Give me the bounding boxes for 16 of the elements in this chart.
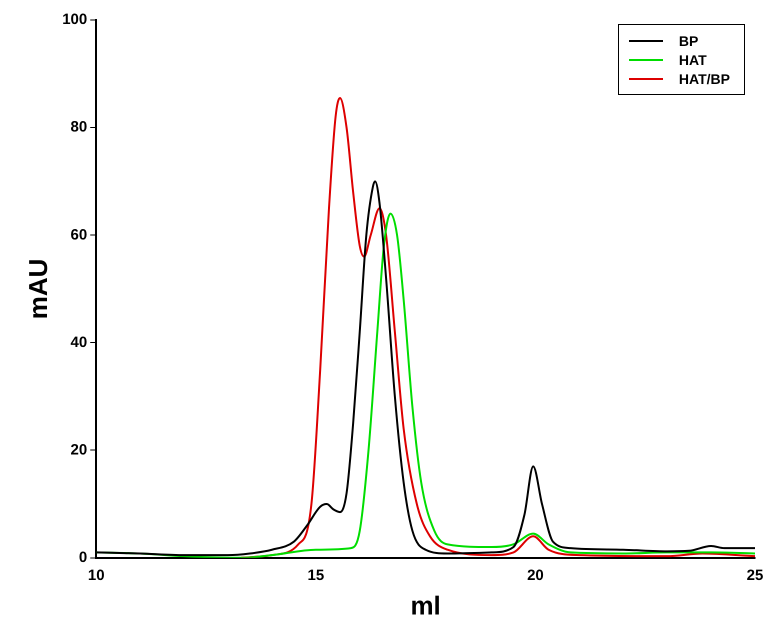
- x-tick-label: 20: [527, 566, 544, 584]
- y-tick-label: 60: [70, 226, 88, 244]
- y-tick-label: 40: [70, 334, 88, 351]
- y-axis-title: mAU: [22, 258, 53, 320]
- x-tick-label: 15: [307, 566, 324, 584]
- y-tick-label: 0: [78, 548, 88, 566]
- x-tick-label: 10: [88, 566, 105, 584]
- legend-label: HAT/BP: [678, 70, 730, 86]
- y-tick-label: 100: [62, 11, 88, 28]
- legend-label: BP: [678, 32, 698, 48]
- x-tick-label: 25: [746, 566, 764, 584]
- legend-label: HAT: [678, 52, 707, 68]
- y-tick-label: 80: [70, 118, 88, 136]
- y-tick-label: 20: [70, 441, 88, 458]
- x-axis-title: ml: [410, 590, 441, 621]
- line-series: [240, 96, 755, 558]
